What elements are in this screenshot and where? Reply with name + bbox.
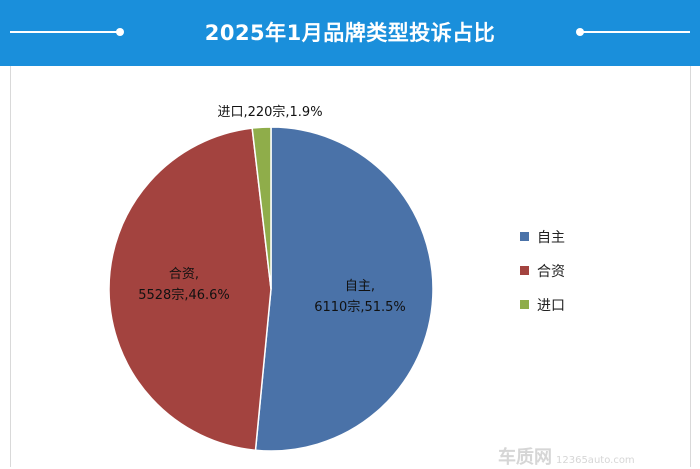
watermark-logo: 车质网 12365auto.com — [498, 443, 698, 468]
pie-slice-hezi — [108, 127, 272, 452]
legend-swatch-hezi — [520, 266, 529, 275]
legend-label-zizhu: 自主 — [537, 230, 565, 246]
legend-label-jinkou: 进口 — [537, 298, 565, 314]
data-label-hezi-value: 5528宗,46.6% — [138, 287, 230, 303]
banner-line-right — [580, 31, 690, 33]
data-label-zizhu-value: 6110宗,51.5% — [314, 299, 406, 315]
pie-slices — [108, 126, 434, 452]
legend-swatch-jinkou — [520, 300, 529, 309]
chart-title: 2025年1月品牌类型投诉占比 — [204, 21, 496, 45]
pie-slice-zizhu — [254, 126, 434, 452]
chart-frame-right — [690, 66, 691, 467]
pie-slice-jinkou — [251, 126, 272, 290]
watermark-url: 12365auto.com — [556, 455, 635, 466]
legend: 自主 合资 进口 — [520, 230, 565, 314]
chart-frame-left — [10, 66, 11, 467]
data-label-zizhu-name: 自主, — [345, 279, 375, 294]
data-label-hezi-name: 合资, — [169, 267, 199, 282]
legend-label-hezi: 合资 — [537, 264, 565, 280]
banner-dot-left — [116, 28, 124, 36]
legend-swatch-zizhu — [520, 232, 529, 241]
banner-line-left — [10, 31, 120, 33]
data-label-jinkou: 进口,220宗,1.9% — [217, 104, 322, 120]
watermark-brand: 车质网 — [498, 447, 552, 468]
